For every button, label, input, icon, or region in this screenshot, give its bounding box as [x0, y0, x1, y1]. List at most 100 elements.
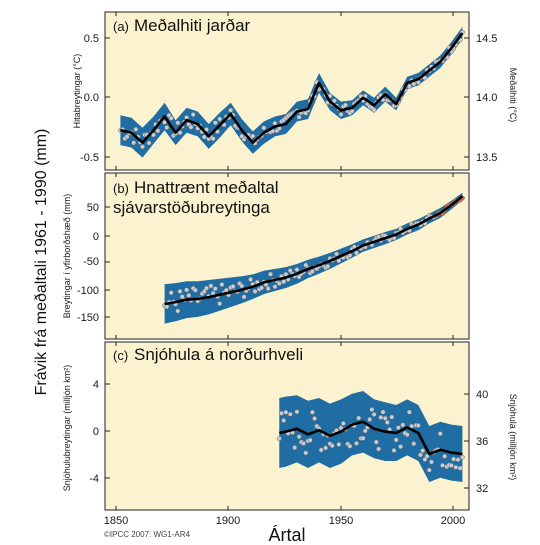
panel-a-data-point	[140, 144, 145, 150]
panel-a-data-point	[343, 102, 348, 108]
panel-c-data-point	[301, 440, 306, 446]
panel-c-data-point	[318, 447, 324, 453]
panel-c-data-point	[340, 421, 346, 426]
panel-b-data-point	[204, 285, 209, 291]
panel-a-data-point	[338, 112, 344, 117]
panel-a-data-point	[155, 128, 161, 134]
panel-c-data-point	[455, 457, 461, 463]
panel-c-data-point	[276, 436, 282, 442]
panel-a-data-point	[210, 136, 216, 142]
panel-c-data-point	[296, 434, 302, 440]
panel-b-data-point	[272, 284, 278, 290]
panel-a-ytick-label: 0.0	[84, 92, 99, 104]
panel-c-data-point	[309, 409, 315, 415]
figure-xlabel: Ártal	[268, 525, 305, 545]
panel-b-data-point	[239, 283, 245, 289]
panel-c-data-point	[380, 409, 386, 415]
panel-b-data-point	[212, 286, 218, 292]
xtick-label: 2000	[441, 515, 465, 527]
panel-a-background	[105, 12, 469, 170]
panel-b-data-point	[179, 294, 185, 300]
panel-c-data-point	[437, 431, 443, 437]
panel-c-data-point	[279, 410, 284, 416]
panel-b-data-point	[177, 288, 183, 294]
panel-c-uncertainty-band	[279, 391, 463, 482]
panel-a-data-point	[162, 119, 168, 125]
panel-c-data-point	[404, 432, 410, 438]
panel-a-data-point	[151, 132, 156, 138]
panel-a-data-point	[190, 112, 196, 118]
panel-c-data-point	[367, 416, 373, 422]
panel-b-mean-line	[164, 195, 464, 306]
panel-c-data-point	[451, 456, 457, 462]
panel-a-data-point	[228, 107, 234, 113]
panel-a-data-point	[168, 115, 174, 121]
panel-a-data-point	[250, 133, 256, 139]
panel-b-data-point	[354, 250, 359, 256]
panel-b-ytick-label: -100	[77, 285, 99, 297]
panel-c-data-point	[329, 443, 335, 449]
panel-c-data-point	[347, 443, 353, 449]
panel-c-ylabel: Snjóhulubreytingar (milljón km²)	[62, 365, 72, 492]
tick-marks	[105, 12, 469, 510]
panel-b-data-point	[309, 268, 315, 274]
xtick-label: 1900	[216, 515, 240, 527]
panel-a-right-tick-label: 13.5	[476, 152, 497, 164]
panel-c-data-point	[307, 437, 313, 443]
panel-a-frame	[104, 11, 470, 171]
panel-c-data-point	[360, 435, 366, 441]
panel-b-data-point	[175, 308, 181, 314]
panel-c-data-point	[323, 445, 329, 451]
panel-c-data-point	[406, 409, 412, 415]
panel-b-data-point	[376, 234, 382, 240]
panel-a-tag: (a)	[113, 19, 129, 34]
panel-a-data-point	[188, 124, 194, 130]
panel-c-data-point	[418, 452, 423, 458]
panel-b-data-point	[265, 286, 271, 292]
panel-b-data-point	[230, 284, 236, 289]
panel-b-frame	[104, 172, 470, 340]
panel-a-title: Meðalhiti jarðar	[134, 16, 251, 35]
panel-c-data-point	[440, 462, 445, 468]
panel-a-data-point	[349, 108, 355, 114]
panel-b-tag: (b)	[113, 181, 129, 196]
panel-c-data-point	[287, 411, 293, 417]
panel-b-data-point	[241, 294, 247, 300]
panel-c-ytick-label: -4	[89, 473, 99, 485]
panel-c-data-point	[369, 407, 375, 413]
panel-b-data-point	[268, 271, 273, 277]
panel-a-data-point	[164, 125, 170, 131]
panel-c-data-point	[281, 418, 287, 423]
panel-b-ylabel: Breytingar í yfirborðshæð (mm)	[62, 194, 72, 319]
panel-c-data-point	[429, 459, 434, 465]
panel-a-right-ylabel: Meðalhiti (°C)	[508, 68, 518, 123]
panel-a-right-tick-label: 14.5	[476, 33, 497, 45]
panel-a-data-point	[177, 130, 183, 136]
panel-c-right-tick-label: 32	[476, 483, 488, 495]
xtick-label: 1950	[329, 515, 353, 527]
panel-b-data-point	[208, 283, 214, 289]
panel-a-plot	[117, 26, 465, 158]
panel-c-data-point	[354, 440, 359, 446]
panel-c-data-point	[312, 416, 318, 421]
panel-a-data-point	[124, 134, 130, 140]
panel-b-ytick-label: -50	[83, 256, 99, 268]
panel-c-right-ylabel: Snjóhula (milljón km²)	[508, 394, 518, 481]
panel-a-data-point	[215, 129, 220, 135]
panel-c-right-tick-label: 36	[476, 436, 488, 448]
panel-c-data-point	[389, 414, 395, 420]
panel-b-data-point	[192, 287, 198, 293]
panel-b-data-point	[276, 280, 282, 286]
panel-c-data-point	[459, 454, 465, 460]
panel-c-data-point	[400, 422, 406, 428]
panel-c-data-point	[422, 456, 428, 462]
panel-c-data-point	[356, 415, 362, 421]
panel-b-data-point	[325, 263, 331, 269]
panel-b-data-point	[281, 279, 287, 285]
panel-a-data-point	[175, 120, 181, 126]
panel-c-data-point	[393, 437, 399, 443]
panel-b-data-point	[259, 285, 265, 291]
panel-c-ytick-label: 4	[93, 379, 99, 391]
panel-a-data-point	[296, 114, 302, 120]
